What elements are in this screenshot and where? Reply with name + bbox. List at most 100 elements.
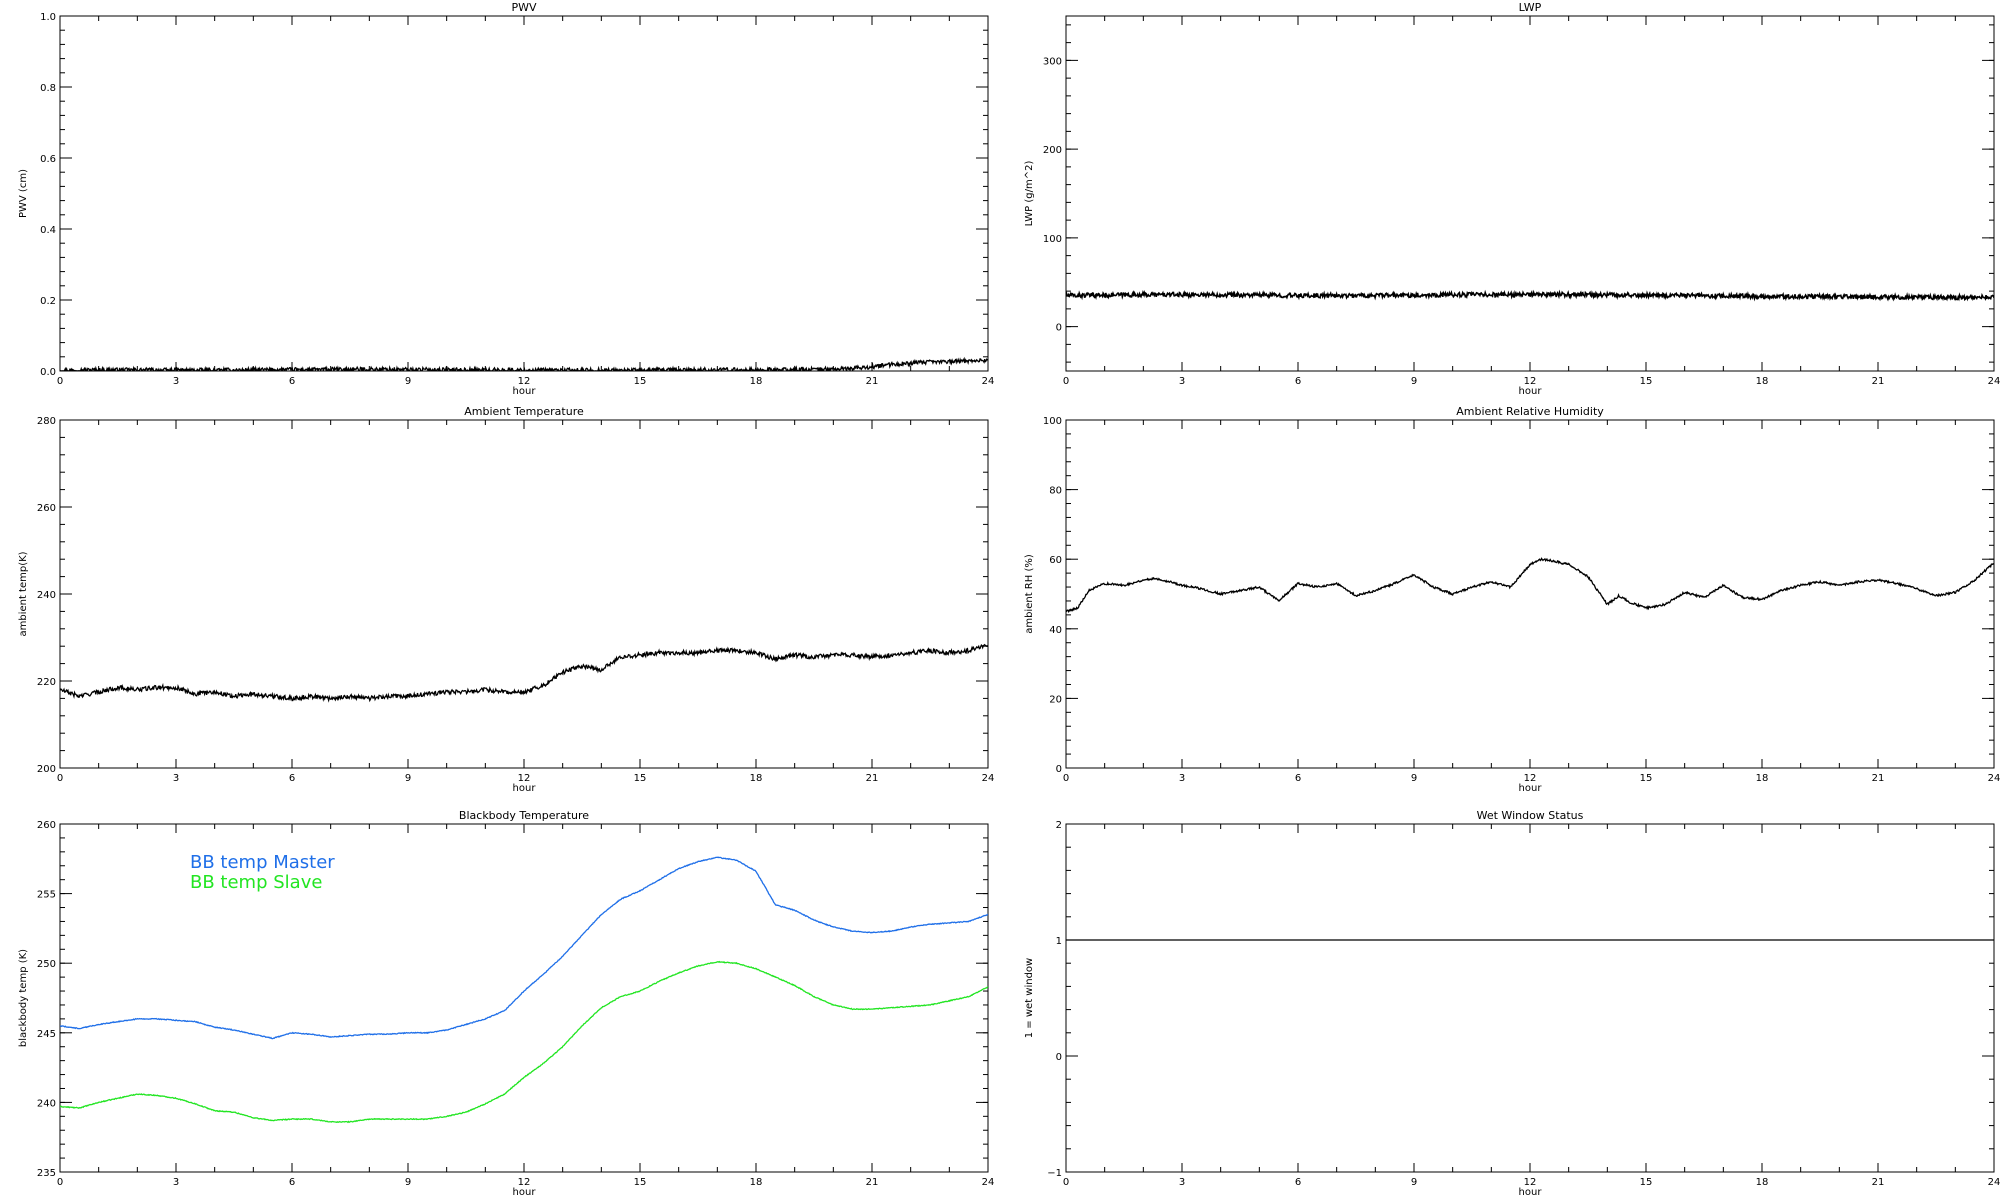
- x-tick-label: 18: [1756, 773, 1769, 784]
- x-tick-label: 24: [982, 773, 995, 784]
- y-tick-label: 255: [37, 890, 56, 901]
- chart-title: PWV: [511, 1, 537, 14]
- y-tick-label: 260: [37, 820, 56, 831]
- panel-blackbody-temp: Blackbody Temperature 0 3 6 9 12 15 18 21 24 hour 2…: [18, 809, 994, 1198]
- x-tick-label: 12: [518, 773, 531, 784]
- x-tick-label: 3: [173, 773, 179, 784]
- y-tick-label: 240: [37, 1098, 56, 1109]
- x-axis-label: hour: [513, 386, 537, 397]
- x-tick-label: 0: [57, 1177, 63, 1188]
- x-tick-label: 12: [1524, 376, 1537, 387]
- x-tick-label: 18: [1756, 1177, 1769, 1188]
- x-tick-label: 0: [57, 773, 63, 784]
- x-tick-label: 12: [518, 1177, 531, 1188]
- x-tick-label: 12: [1524, 1177, 1537, 1188]
- x-tick-label: 3: [173, 376, 179, 387]
- y-tick-label: 300: [1043, 56, 1062, 67]
- chart-title: Blackbody Temperature: [459, 809, 589, 822]
- y-tick-label: 0.2: [40, 296, 56, 307]
- series-line-lwp: [1066, 289, 1994, 302]
- y-axis-label: PWV (cm): [18, 169, 29, 218]
- y-tick-label: −1: [1047, 1168, 1062, 1179]
- chart-title: LWP: [1519, 1, 1542, 14]
- x-axis-label: hour: [513, 1187, 537, 1198]
- panel-pwv: PWV 0 3 6 9 12 15 18 21 24 hour 0.0 0.2 0.4 0.6 0.8 1.0 P…: [18, 1, 994, 397]
- series-line-ambient-temp: [60, 643, 988, 703]
- x-tick-label: 21: [866, 1177, 879, 1188]
- y-tick-label: 220: [37, 677, 56, 688]
- chart-title: Wet Window Status: [1477, 809, 1584, 822]
- x-tick-label: 6: [289, 376, 295, 387]
- x-tick-label: 0: [1063, 773, 1069, 784]
- y-tick-label: 100: [1043, 416, 1062, 427]
- plot-frame: [1065, 15, 1995, 372]
- panel-lwp: LWP 0 3 6 9 12 15 18 21 24 hour 0 100 200 300 LWP (g/m^…: [1024, 1, 2000, 397]
- plot-frame: [59, 419, 989, 769]
- y-axis-label: ambient RH (%): [1024, 554, 1035, 634]
- y-tick-label: 240: [37, 590, 56, 601]
- x-tick-label: 15: [634, 1177, 647, 1188]
- y-tick-label: 0: [1056, 323, 1062, 334]
- legend-entry: BB temp Slave: [190, 872, 322, 893]
- x-tick-label: 24: [1988, 376, 2000, 387]
- x-tick-label: 3: [1179, 773, 1185, 784]
- chart-title: Ambient Temperature: [464, 405, 584, 418]
- x-tick-label: 6: [1295, 773, 1301, 784]
- x-tick-label: 9: [405, 376, 411, 387]
- x-axis-label: hour: [1519, 783, 1543, 794]
- y-tick-label: 1: [1056, 936, 1062, 947]
- x-tick-label: 0: [1063, 1177, 1069, 1188]
- x-tick-label: 12: [1524, 773, 1537, 784]
- x-tick-label: 12: [518, 376, 531, 387]
- x-tick-label: 21: [1872, 376, 1885, 387]
- x-tick-label: 15: [1640, 1177, 1653, 1188]
- y-tick-label: 200: [37, 764, 56, 775]
- x-tick-label: 6: [1295, 376, 1301, 387]
- panel-ambient-rh: Ambient Relative Humidity 0 3 6 9 12 15 18 21 24 h…: [1024, 405, 2000, 794]
- y-axis-label: LWP (g/m^2): [1024, 161, 1035, 227]
- x-tick-label: 9: [1411, 773, 1417, 784]
- x-tick-label: 18: [750, 376, 763, 387]
- x-tick-label: 18: [1756, 376, 1769, 387]
- y-tick-label: 0.4: [40, 225, 56, 236]
- plot-frame: [1065, 823, 1995, 1173]
- x-tick-label: 0: [57, 376, 63, 387]
- y-tick-label: 0: [1056, 1052, 1062, 1063]
- x-axis-label: hour: [1519, 1187, 1543, 1198]
- y-axis-label: 1 = wet window: [1024, 958, 1035, 1038]
- x-tick-label: 6: [289, 773, 295, 784]
- x-tick-label: 24: [1988, 1177, 2000, 1188]
- series-line-pwv: [60, 356, 988, 371]
- x-tick-label: 24: [982, 1177, 995, 1188]
- x-tick-label: 21: [1872, 773, 1885, 784]
- x-tick-label: 18: [750, 1177, 763, 1188]
- chart-title: Ambient Relative Humidity: [1456, 405, 1604, 418]
- y-tick-label: 0.8: [40, 83, 56, 94]
- x-axis-label: hour: [513, 783, 537, 794]
- y-tick-label: 200: [1043, 145, 1062, 156]
- y-tick-label: 250: [37, 959, 56, 970]
- x-tick-label: 15: [1640, 376, 1653, 387]
- x-tick-label: 3: [173, 1177, 179, 1188]
- x-tick-label: 6: [1295, 1177, 1301, 1188]
- y-tick-label: 1.0: [40, 12, 56, 23]
- legend-entry: BB temp Master: [190, 852, 335, 873]
- y-tick-label: 0.6: [40, 154, 56, 165]
- y-tick-label: 245: [37, 1029, 56, 1040]
- series-line-bb-temp-slave: [60, 960, 988, 1124]
- x-tick-label: 0: [1063, 376, 1069, 387]
- x-tick-label: 9: [405, 1177, 411, 1188]
- x-tick-label: 15: [634, 376, 647, 387]
- x-axis-label: hour: [1519, 386, 1543, 397]
- plot-frame: [59, 15, 989, 372]
- x-tick-label: 21: [866, 773, 879, 784]
- y-axis-label: blackbody temp (K): [18, 949, 29, 1047]
- series-line-bb-temp-master: [60, 856, 988, 1040]
- y-tick-label: 100: [1043, 234, 1062, 245]
- x-tick-label: 15: [1640, 773, 1653, 784]
- x-tick-label: 3: [1179, 1177, 1185, 1188]
- x-tick-label: 6: [289, 1177, 295, 1188]
- y-tick-label: 20: [1049, 694, 1062, 705]
- x-tick-label: 18: [750, 773, 763, 784]
- x-tick-label: 9: [1411, 376, 1417, 387]
